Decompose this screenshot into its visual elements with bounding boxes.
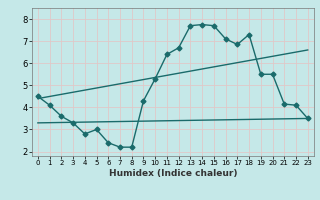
X-axis label: Humidex (Indice chaleur): Humidex (Indice chaleur): [108, 169, 237, 178]
